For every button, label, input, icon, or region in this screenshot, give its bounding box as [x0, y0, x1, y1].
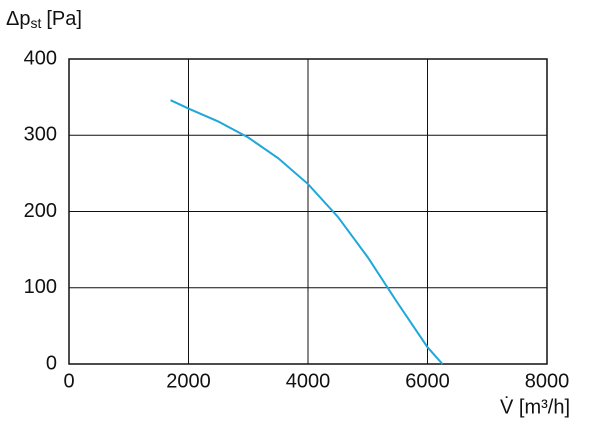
- y-label-subscript: st: [30, 15, 41, 31]
- x-axis-label: V̇ [m³/h]: [500, 396, 570, 418]
- x-tick-label: 0: [63, 370, 74, 392]
- plot-frame: [68, 58, 548, 365]
- y-tick-label: 300: [24, 124, 57, 146]
- fan-curve: [170, 99, 444, 365]
- y-label-symbol: Δp: [6, 8, 30, 30]
- y-axis-label: Δpst [Pa]: [6, 8, 82, 30]
- x-tick-label: 4000: [286, 370, 331, 392]
- y-tick-label: 0: [46, 352, 57, 374]
- y-tick-label: 100: [24, 276, 57, 298]
- x-tick-label: 6000: [405, 370, 450, 392]
- y-label-unit: [Pa]: [46, 8, 82, 30]
- y-tick-label: 400: [24, 47, 57, 69]
- y-tick-label: 200: [24, 200, 57, 222]
- x-tick-label: 2000: [166, 370, 211, 392]
- x-tick-label: 8000: [525, 370, 570, 392]
